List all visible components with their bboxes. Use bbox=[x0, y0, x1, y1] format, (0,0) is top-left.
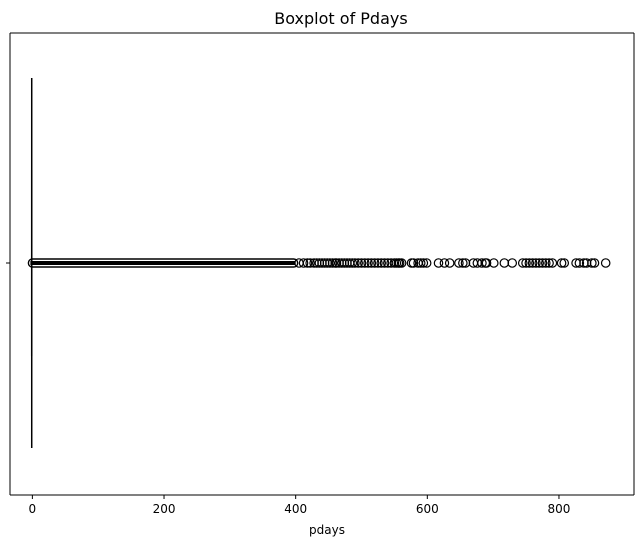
outlier-point bbox=[574, 258, 585, 268]
outlier-point bbox=[547, 258, 558, 268]
outlier-point bbox=[433, 258, 444, 268]
outlier-point bbox=[347, 258, 358, 268]
outlier-dense-band-fill bbox=[30, 261, 296, 265]
chart-title: Boxplot of Pdays bbox=[274, 9, 407, 28]
outlier-point bbox=[356, 258, 367, 268]
outlier-point bbox=[587, 258, 597, 268]
outlier-point bbox=[600, 258, 611, 268]
outlier-point bbox=[527, 258, 538, 268]
x-tick-label: 400 bbox=[284, 502, 307, 516]
outlier-point bbox=[589, 258, 600, 268]
outlier-point bbox=[359, 258, 370, 268]
outlier-point bbox=[350, 258, 360, 268]
x-tick-label: 800 bbox=[548, 502, 571, 516]
outlier-point bbox=[458, 258, 468, 268]
outlier-point bbox=[369, 258, 380, 268]
outlier-point bbox=[415, 258, 426, 268]
outlier-point bbox=[531, 258, 541, 268]
outlier-point bbox=[298, 258, 309, 268]
outlier-point bbox=[379, 258, 390, 268]
outlier-point bbox=[439, 258, 450, 268]
outlier-point bbox=[499, 258, 510, 268]
outlier-point bbox=[376, 258, 387, 268]
outlier-point bbox=[421, 258, 432, 268]
outlier-point bbox=[302, 258, 313, 268]
outlier-point bbox=[481, 258, 492, 268]
outlier-point bbox=[353, 258, 364, 268]
outlier-point bbox=[373, 258, 383, 268]
plot-area bbox=[27, 78, 611, 448]
outlier-point bbox=[524, 258, 535, 268]
outlier-point bbox=[488, 258, 499, 268]
outlier-point bbox=[444, 258, 455, 268]
outlier-point bbox=[537, 258, 548, 268]
outlier-point bbox=[454, 258, 464, 268]
outlier-point bbox=[396, 258, 407, 268]
x-tick-label: 0 bbox=[29, 502, 37, 516]
axes: 0 200 400 600 800 bbox=[6, 32, 635, 516]
outlier-point bbox=[418, 258, 429, 268]
outlier-point bbox=[325, 258, 335, 268]
outlier-dense-band bbox=[27, 258, 299, 268]
outlier-point bbox=[477, 258, 487, 268]
x-axis-label: pdays bbox=[309, 523, 345, 537]
x-tick-label: 600 bbox=[416, 502, 439, 516]
outlier-point bbox=[544, 258, 554, 268]
outlier-point bbox=[540, 258, 551, 268]
x-tick-label: 200 bbox=[153, 502, 176, 516]
outlier-point bbox=[366, 258, 377, 268]
outlier-point bbox=[534, 258, 545, 268]
outlier-point bbox=[408, 258, 419, 268]
outlier-point bbox=[556, 258, 567, 268]
outlier-point bbox=[327, 258, 338, 268]
outlier-point bbox=[521, 258, 531, 268]
outlier-point bbox=[305, 258, 315, 268]
outlier-point bbox=[507, 258, 518, 268]
outlier-point bbox=[517, 258, 528, 268]
outlier-point bbox=[363, 258, 373, 268]
outlier-point bbox=[559, 258, 570, 268]
